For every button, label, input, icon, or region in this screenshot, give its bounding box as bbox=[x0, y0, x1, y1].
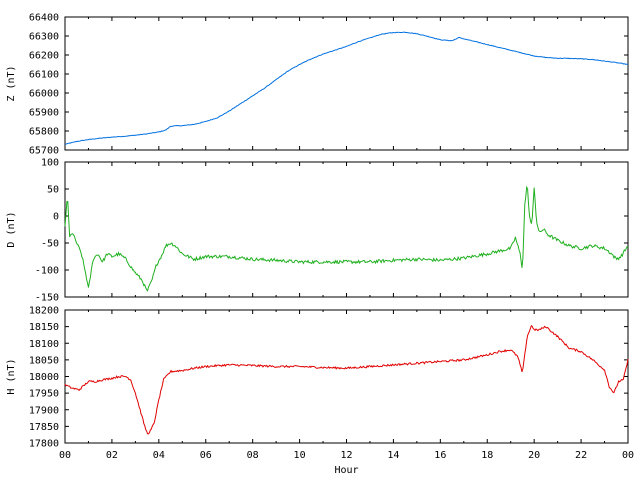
y-tick-label: 17950 bbox=[29, 389, 59, 400]
x-tick-label: 06 bbox=[200, 450, 212, 461]
y-axis-label: Z (nT) bbox=[6, 65, 17, 101]
y-tick-label: 18200 bbox=[29, 306, 59, 317]
y-axis-label: D (nT) bbox=[6, 211, 17, 247]
y-tick-label: 66300 bbox=[29, 32, 59, 43]
x-tick-label: 12 bbox=[340, 450, 352, 461]
x-tick-label: 20 bbox=[528, 450, 540, 461]
y-tick-label: 18000 bbox=[29, 372, 59, 383]
series-line bbox=[64, 31, 629, 145]
y-tick-label: 66100 bbox=[29, 70, 59, 81]
y-tick-label: 100 bbox=[41, 158, 59, 169]
x-tick-label: 02 bbox=[106, 450, 118, 461]
x-tick-label: 08 bbox=[247, 450, 259, 461]
y-tick-label: 65700 bbox=[29, 146, 59, 157]
y-tick-label: 66400 bbox=[29, 13, 59, 24]
y-tick-label: 50 bbox=[47, 185, 59, 196]
plot-frame bbox=[64, 16, 629, 151]
panel-2: 17800 17850 17900 17950 18000 18050 18100 18150… bbox=[6, 306, 634, 477]
series-line bbox=[64, 185, 629, 292]
x-tick-label: 00 bbox=[59, 450, 71, 461]
y-tick-label: 17900 bbox=[29, 405, 59, 416]
x-tick-label: 10 bbox=[294, 450, 306, 461]
y-tick-label: 65800 bbox=[29, 127, 59, 138]
y-tick-label: 66200 bbox=[29, 51, 59, 62]
y-tick-label: -100 bbox=[35, 266, 59, 277]
x-tick-label: 04 bbox=[153, 450, 165, 461]
x-tick-label: 16 bbox=[434, 450, 446, 461]
y-tick-label: 0 bbox=[53, 212, 59, 223]
y-tick-label: 18050 bbox=[29, 355, 59, 366]
y-tick-label: -50 bbox=[41, 239, 59, 250]
y-tick-label: 17800 bbox=[29, 439, 59, 450]
y-tick-label: 17850 bbox=[29, 422, 59, 433]
x-tick-label: 22 bbox=[575, 450, 587, 461]
series-line bbox=[64, 324, 629, 435]
x-tick-label: 00 bbox=[622, 450, 634, 461]
y-tick-label: 65900 bbox=[29, 108, 59, 119]
y-tick-label: 18100 bbox=[29, 339, 59, 350]
y-tick-label: 18150 bbox=[29, 322, 59, 333]
x-axis-label: Hour bbox=[334, 465, 358, 476]
panel-0: 65700 65800 65900 66000 66100 66200 66300 66400… bbox=[6, 13, 629, 157]
x-tick-label: 18 bbox=[481, 450, 493, 461]
plot-frame bbox=[64, 309, 629, 444]
y-tick-label: -150 bbox=[35, 293, 59, 304]
y-axis-label: H (nT) bbox=[6, 358, 17, 394]
y-tick-label: 66000 bbox=[29, 89, 59, 100]
panel-1: -150 -100 -50 0 50 100 D (nT) bbox=[6, 158, 629, 304]
x-tick-label: 14 bbox=[387, 450, 399, 461]
